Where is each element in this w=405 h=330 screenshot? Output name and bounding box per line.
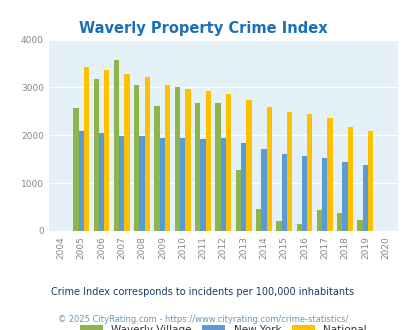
Bar	[367, 130, 373, 231]
Bar	[185, 89, 190, 231]
Bar	[154, 106, 160, 231]
Bar	[275, 221, 281, 231]
Bar	[342, 162, 347, 231]
Bar	[301, 156, 307, 231]
Bar	[164, 85, 170, 231]
Bar	[225, 94, 231, 231]
Bar	[124, 74, 130, 231]
Bar	[73, 108, 79, 231]
Bar	[266, 107, 271, 231]
Bar	[357, 219, 362, 231]
Bar	[144, 78, 150, 231]
Bar	[220, 138, 225, 231]
Bar	[296, 224, 301, 231]
Bar	[245, 100, 251, 231]
Bar	[347, 127, 352, 231]
Bar	[215, 103, 220, 231]
Bar	[362, 165, 367, 231]
Bar	[119, 136, 124, 231]
Bar	[180, 138, 185, 231]
Bar	[286, 112, 292, 231]
Bar	[200, 139, 205, 231]
Text: Crime Index corresponds to incidents per 100,000 inhabitants: Crime Index corresponds to incidents per…	[51, 287, 354, 297]
Bar	[241, 144, 246, 231]
Bar	[307, 114, 312, 231]
Bar	[134, 84, 139, 231]
Bar	[261, 149, 266, 231]
Bar	[316, 211, 322, 231]
Bar	[336, 213, 342, 231]
Bar	[139, 136, 144, 231]
Bar	[79, 130, 83, 231]
Bar	[99, 133, 104, 231]
Bar	[83, 67, 89, 231]
Text: Waverly Property Crime Index: Waverly Property Crime Index	[79, 21, 326, 36]
Bar	[175, 87, 180, 231]
Bar	[160, 138, 164, 231]
Legend: Waverly Village, New York, National: Waverly Village, New York, National	[76, 320, 370, 330]
Bar	[205, 91, 211, 231]
Bar	[113, 60, 119, 231]
Bar	[255, 209, 261, 231]
Bar	[235, 170, 240, 231]
Bar	[93, 79, 99, 231]
Bar	[104, 70, 109, 231]
Bar	[322, 158, 327, 231]
Bar	[326, 117, 332, 231]
Bar	[281, 154, 286, 231]
Bar	[195, 103, 200, 231]
Text: © 2025 CityRating.com - https://www.cityrating.com/crime-statistics/: © 2025 CityRating.com - https://www.city…	[58, 315, 347, 324]
